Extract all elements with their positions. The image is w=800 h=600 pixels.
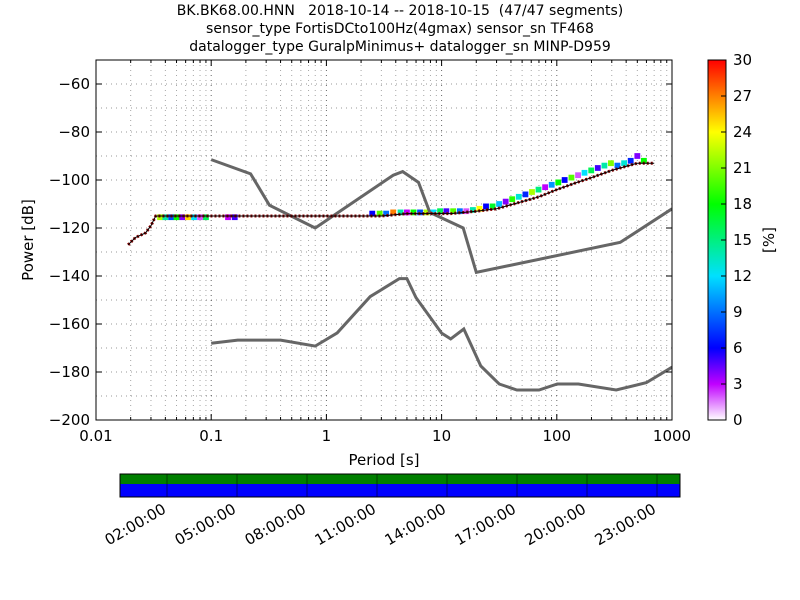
chart-title-line-3: datalogger_type GuralpMinimus+ datalogge… [189,39,611,55]
y-tick-label: −80 [58,123,90,141]
mode-line [127,162,655,246]
heat-cell [575,172,581,179]
colorbar-tick-label: 30 [733,51,752,69]
psd-mode-curve [127,161,655,246]
heat-cell [437,208,443,215]
heat-cell [456,208,463,215]
y-axis-label: Power [dB] [19,199,37,281]
heat-cell [529,189,535,195]
heat-cell [542,184,549,191]
nhnm-curve [210,158,672,275]
heat-cell [470,207,476,213]
heat-cell [535,186,542,193]
grid [96,60,672,420]
y-tick-label: −200 [49,411,90,429]
x-tick-label: 10 [432,427,451,445]
heat-cell [555,179,562,186]
colorbar-tick-label: 0 [733,411,743,429]
heat-cell [515,193,522,200]
colorbar-tick-label: 18 [733,195,752,213]
heat-cell [561,177,568,183]
x-tick-label: 1 [322,427,332,445]
heat-cell [443,208,450,215]
heat-cell [430,209,437,216]
x-tick-label: 0.1 [199,427,223,445]
heat-cell [162,214,169,221]
heat-cell [450,208,457,215]
y-tick-label: −140 [49,267,90,285]
heat-cell [588,167,595,174]
heat-cell [509,196,516,203]
heat-cell [621,160,628,167]
heat-cell [522,191,529,198]
colorbar-tick-label: 3 [733,375,743,393]
colorbar-tick-label: 9 [733,303,743,321]
colorbar-tick-label: 21 [733,159,752,177]
coverage-time-label: 02:00:00 [102,500,169,549]
colorbar-ticks: 0 3 6 9 12 15 18 21 24 27 30 [721,51,752,429]
heat-cell [548,181,555,188]
heat-cell [601,162,608,169]
colorbar-tick-label: 6 [733,339,743,357]
coverage-time-label: 20:00:00 [522,500,589,549]
heat-cell [203,214,209,221]
y-tick-label: −100 [49,171,90,189]
data-coverage-bar [120,474,680,484]
heat-cell [369,210,376,217]
coverage-time-label: 14:00:00 [382,500,449,549]
heat-cell [397,209,404,216]
y-tick-label: −120 [49,219,90,237]
y-tick-label: −180 [49,363,90,381]
plot-frame [95,59,673,421]
x-tick-label: 100 [542,427,571,445]
coverage-time-label: 11:00:00 [312,500,379,549]
heat-cell [614,162,621,169]
heat-cell [383,210,390,217]
psd-coverage-bar [120,484,680,497]
noise-model-curves [210,158,672,392]
heat-cell [483,203,489,210]
x-tick-label: 1000 [653,427,691,445]
colorbar-tick-label: 12 [733,267,752,285]
chart-title-line-2: sensor_type FortisDCto100Hz(4gmax) senso… [206,21,594,37]
heat-cell [476,205,483,212]
colorbar-tick-label: 24 [733,123,752,141]
coverage-time-label: 08:00:00 [242,500,309,549]
heat-cell [627,157,634,164]
x-axis-label: Period [s] [348,451,419,469]
heat-cell [173,214,180,221]
heat-cell [496,201,503,207]
chart-title-line-1: BK.BK68.00.HNN 2018-10-14 -- 2018-10-15 … [176,3,624,19]
heat-cell [634,153,641,159]
psd-heatmap [157,153,647,221]
heat-cell [191,214,197,221]
heat-cell [568,174,575,181]
heat-cell [640,157,647,164]
y-tick-label: −160 [49,315,90,333]
x-tick-label: 0.01 [79,427,112,445]
y-tick-label: −60 [58,75,90,93]
coverage-time-label: 23:00:00 [592,500,659,549]
heat-cell [489,203,496,210]
colorbar-tick-label: 15 [733,231,752,249]
heat-cell [608,160,614,167]
coverage-time-label: 05:00:00 [172,500,239,549]
heat-cell [594,165,601,171]
colorbar-tick-label: 27 [733,87,752,105]
heat-cell [410,209,417,216]
heat-cell [179,214,186,221]
nlnm-curve [211,277,672,392]
coverage-frame [119,473,681,498]
heat-cell [581,169,588,176]
coverage-time-label: 17:00:00 [452,500,519,549]
heat-cell [502,198,509,205]
axis-ticks: 0.01 0.1 1 10 100 1000 −200 −180 −160 −140 −120 −10… [49,60,691,445]
heat-cell [376,210,383,217]
colorbar-label: [%] [760,227,778,253]
heat-cell [390,209,397,216]
